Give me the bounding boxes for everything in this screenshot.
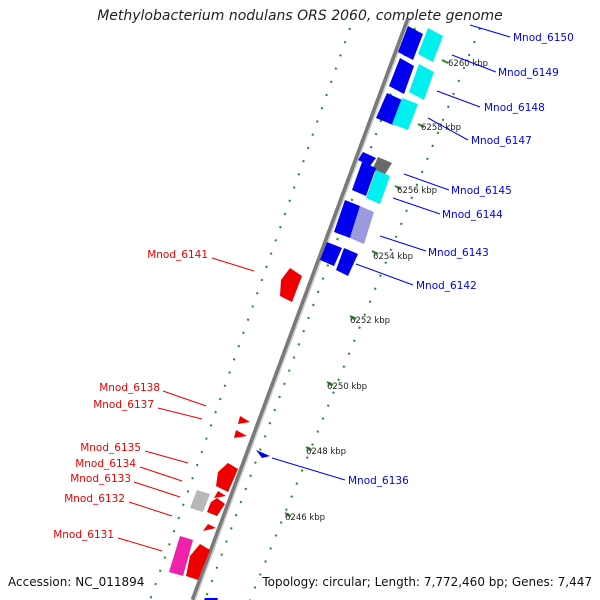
forward-labels: Mnod_6150 Mnod_6149 Mnod_6148 Mnod_6147 …: [271, 24, 574, 487]
gene-label: Mnod_6136: [348, 475, 409, 487]
gene-arrow: [214, 491, 226, 498]
gene-arrow: [392, 98, 418, 130]
forward-strand-genes: [204, 26, 443, 600]
gene-label: Mnod_6133: [70, 473, 131, 485]
tick-mark: [441, 59, 449, 64]
gene-label: Mnod_6141: [147, 249, 208, 261]
tick-mark: [417, 123, 425, 128]
map-title: Methylobacterium nodulans ORS 2060, comp…: [97, 8, 503, 24]
tick-label: 6260 kbp: [448, 59, 488, 69]
gene-arrow: [334, 200, 360, 238]
tick-label: 6254 kbp: [373, 252, 413, 262]
gene-arrow: [398, 26, 423, 60]
gene-arrow: [207, 498, 225, 516]
tick-label: 6250 kbp: [327, 382, 367, 392]
gene-label: Mnod_6132: [64, 493, 125, 505]
tick-label: 6248 kbp: [306, 447, 346, 457]
accession-info: Accession: NC_011894: [8, 575, 145, 589]
gene-label: Mnod_6131: [53, 529, 114, 541]
gene-label: Mnod_6147: [471, 135, 532, 147]
topology-info: Topology: circular; Length: 7,772,460 bp…: [262, 575, 592, 589]
tick-label: 6252 kbp: [350, 316, 390, 326]
gene-arrow: [280, 268, 302, 302]
gene-label: Mnod_6145: [451, 185, 512, 197]
gene-arrow: [320, 242, 342, 266]
gene-arrow: [352, 162, 376, 196]
gene-label: Mnod_6142: [416, 280, 477, 292]
gene-arrow: [203, 524, 216, 531]
gene-arrow: [418, 28, 443, 62]
guide-tracks: [149, 27, 481, 600]
tick-label: 6258 kbp: [421, 123, 461, 133]
gene-label: Mnod_6138: [99, 382, 160, 394]
dotted-track-outer-left: [149, 27, 351, 600]
gene-arrow: [216, 463, 238, 492]
gene-label: Mnod_6149: [498, 67, 559, 79]
gene-arrow: [169, 536, 193, 576]
gene-label: Mnod_6137: [93, 399, 154, 411]
gene-arrow: [186, 544, 210, 580]
gene-label: Mnod_6144: [442, 209, 503, 221]
genome-backbone: [190, 19, 411, 600]
gene-arrow: [234, 430, 247, 438]
tick-mark: [326, 381, 334, 386]
gene-arrow: [256, 450, 270, 458]
gene-label: Mnod_6135: [80, 442, 141, 454]
tick-mark: [305, 446, 313, 451]
tick-mark: [371, 250, 379, 255]
gene-arrow: [389, 58, 414, 94]
scale-ticks: 6246 kbp 6248 kbp 6250 kbp 6252 kbp 6254…: [284, 59, 488, 523]
gene-arrow: [190, 490, 210, 512]
tick-mark: [349, 315, 357, 320]
gene-arrow: [350, 206, 374, 244]
reverse-labels: Mnod_6141 Mnod_6138 Mnod_6137 Mnod_6135 …: [53, 249, 255, 552]
gene-arrow: [366, 170, 390, 204]
gene-label: Mnod_6148: [484, 102, 545, 114]
reverse-strand-genes: [169, 268, 302, 580]
tick-label: 6256 kbp: [397, 186, 437, 196]
tick-mark: [284, 512, 292, 517]
gene-arrow: [358, 152, 376, 166]
tick-mark: [394, 185, 402, 190]
gene-label: Mnod_6143: [428, 247, 489, 259]
dotted-track-inner-right: [249, 27, 481, 600]
gene-label: Mnod_6150: [513, 32, 574, 44]
gene-label: Mnod_6134: [75, 458, 136, 470]
tick-label: 6246 kbp: [285, 513, 325, 523]
gene-arrow: [409, 64, 434, 100]
gene-arrow: [238, 416, 250, 424]
gene-arrow: [336, 248, 358, 276]
